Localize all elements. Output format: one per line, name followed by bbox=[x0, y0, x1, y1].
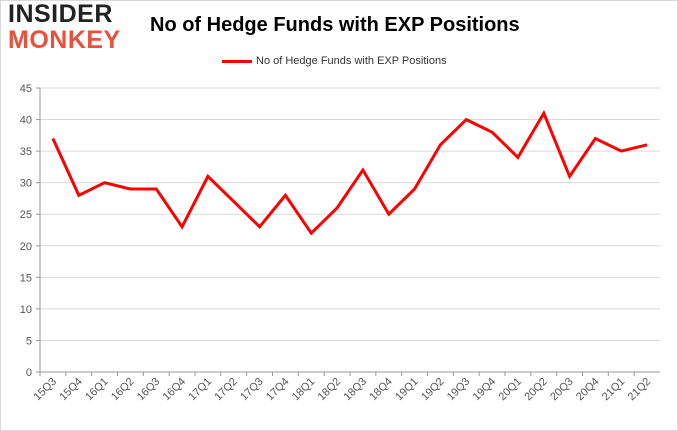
x-tick-label: 17Q3 bbox=[238, 376, 266, 404]
y-tick-label: 15 bbox=[20, 272, 32, 284]
series-line bbox=[51, 109, 648, 236]
x-tick-label: 20Q1 bbox=[497, 376, 525, 404]
x-tick-label: 15Q3 bbox=[32, 376, 60, 404]
x-tick-label: 17Q1 bbox=[187, 376, 215, 404]
x-tick-label: 17Q4 bbox=[264, 376, 292, 404]
chart-legend: No of Hedge Funds with EXP Positions bbox=[222, 55, 447, 67]
y-tick-label: 45 bbox=[20, 83, 32, 95]
series-group bbox=[51, 109, 648, 236]
logo-line-2: MONKEY bbox=[8, 26, 121, 54]
x-tick-label: 16Q3 bbox=[135, 376, 163, 404]
x-tick-label: 15Q4 bbox=[57, 376, 85, 404]
x-tick-label: 17Q2 bbox=[212, 376, 240, 404]
x-tick-label: 16Q4 bbox=[161, 376, 189, 404]
y-tick-label: 0 bbox=[26, 367, 32, 379]
x-tick-label: 19Q2 bbox=[419, 376, 447, 404]
x-tick-label: 21Q2 bbox=[626, 376, 654, 404]
x-tick-label: 18Q3 bbox=[342, 376, 370, 404]
x-tick-label: 16Q1 bbox=[83, 376, 111, 404]
legend-label: No of Hedge Funds with EXP Positions bbox=[256, 55, 447, 67]
insider-monkey-logo: INSIDER MONKEY bbox=[8, 2, 130, 53]
y-tick-label: 10 bbox=[20, 304, 32, 316]
x-tick-label: 18Q1 bbox=[290, 376, 318, 404]
y-axis-ticks: 0 5 10 15 20 25 30 35 40 45 bbox=[20, 83, 40, 379]
legend-swatch bbox=[222, 59, 252, 63]
chart-title: No of Hedge Funds with EXP Positions bbox=[150, 14, 520, 36]
x-tick-label: 20Q4 bbox=[574, 376, 602, 404]
x-tick-label: 19Q4 bbox=[471, 376, 499, 404]
y-tick-label: 20 bbox=[20, 241, 32, 253]
grid-lines bbox=[40, 87, 660, 373]
x-tick-label: 19Q3 bbox=[445, 376, 473, 404]
y-tick-label: 35 bbox=[20, 146, 32, 158]
x-tick-label: 18Q4 bbox=[367, 376, 395, 404]
y-tick-label: 25 bbox=[20, 209, 32, 221]
y-tick-label: 30 bbox=[20, 178, 32, 190]
y-tick-label: 5 bbox=[26, 335, 32, 347]
x-tick-label: 20Q2 bbox=[522, 376, 550, 404]
x-tick-label: 21Q1 bbox=[600, 376, 628, 404]
logo-line-1: INSIDER bbox=[8, 0, 113, 28]
y-tick-label: 40 bbox=[20, 115, 32, 127]
x-tick-label: 20Q3 bbox=[548, 376, 576, 404]
x-tick-label: 18Q2 bbox=[316, 376, 344, 404]
x-tick-label: 16Q2 bbox=[109, 376, 137, 404]
x-tick-label: 19Q1 bbox=[393, 376, 421, 404]
